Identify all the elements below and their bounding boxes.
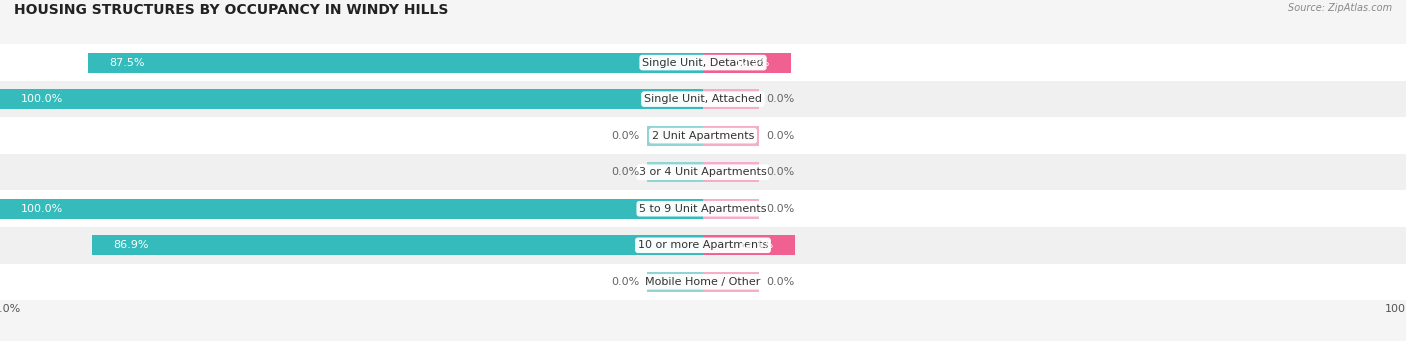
Bar <box>0 264 1406 300</box>
Text: 0.0%: 0.0% <box>612 131 640 141</box>
Text: Source: ZipAtlas.com: Source: ZipAtlas.com <box>1288 3 1392 13</box>
Text: 0.0%: 0.0% <box>766 277 794 287</box>
Bar <box>0 89 703 109</box>
Text: 12.5%: 12.5% <box>734 58 770 68</box>
Bar <box>0 117 1406 154</box>
Bar <box>0 44 1406 81</box>
Bar <box>0 199 703 219</box>
Bar <box>703 125 759 146</box>
Bar <box>91 235 703 255</box>
Bar <box>0 154 1406 191</box>
Text: 10 or more Apartments: 10 or more Apartments <box>638 240 768 250</box>
Text: 0.0%: 0.0% <box>612 167 640 177</box>
Text: 100.0%: 100.0% <box>21 204 63 214</box>
Bar <box>647 162 703 182</box>
Text: Mobile Home / Other: Mobile Home / Other <box>645 277 761 287</box>
Bar <box>0 81 1406 117</box>
Text: 5 to 9 Unit Apartments: 5 to 9 Unit Apartments <box>640 204 766 214</box>
Text: 3 or 4 Unit Apartments: 3 or 4 Unit Apartments <box>640 167 766 177</box>
Text: 0.0%: 0.0% <box>766 204 794 214</box>
Text: 2 Unit Apartments: 2 Unit Apartments <box>652 131 754 141</box>
Text: Single Unit, Attached: Single Unit, Attached <box>644 94 762 104</box>
Bar <box>647 272 703 292</box>
Bar <box>703 235 796 255</box>
Text: 13.1%: 13.1% <box>738 240 775 250</box>
Bar <box>703 199 759 219</box>
Text: 0.0%: 0.0% <box>766 94 794 104</box>
Bar <box>703 162 759 182</box>
Bar <box>647 125 703 146</box>
Text: 87.5%: 87.5% <box>110 58 145 68</box>
Bar <box>0 191 1406 227</box>
Text: 0.0%: 0.0% <box>766 131 794 141</box>
Bar <box>703 89 759 109</box>
Bar <box>703 272 759 292</box>
Text: 0.0%: 0.0% <box>612 277 640 287</box>
Text: 100.0%: 100.0% <box>21 94 63 104</box>
Text: HOUSING STRUCTURES BY OCCUPANCY IN WINDY HILLS: HOUSING STRUCTURES BY OCCUPANCY IN WINDY… <box>14 3 449 17</box>
Bar <box>87 53 703 73</box>
Text: 0.0%: 0.0% <box>766 167 794 177</box>
Text: 86.9%: 86.9% <box>112 240 149 250</box>
Bar <box>0 227 1406 264</box>
Text: Single Unit, Detached: Single Unit, Detached <box>643 58 763 68</box>
Bar <box>703 53 790 73</box>
